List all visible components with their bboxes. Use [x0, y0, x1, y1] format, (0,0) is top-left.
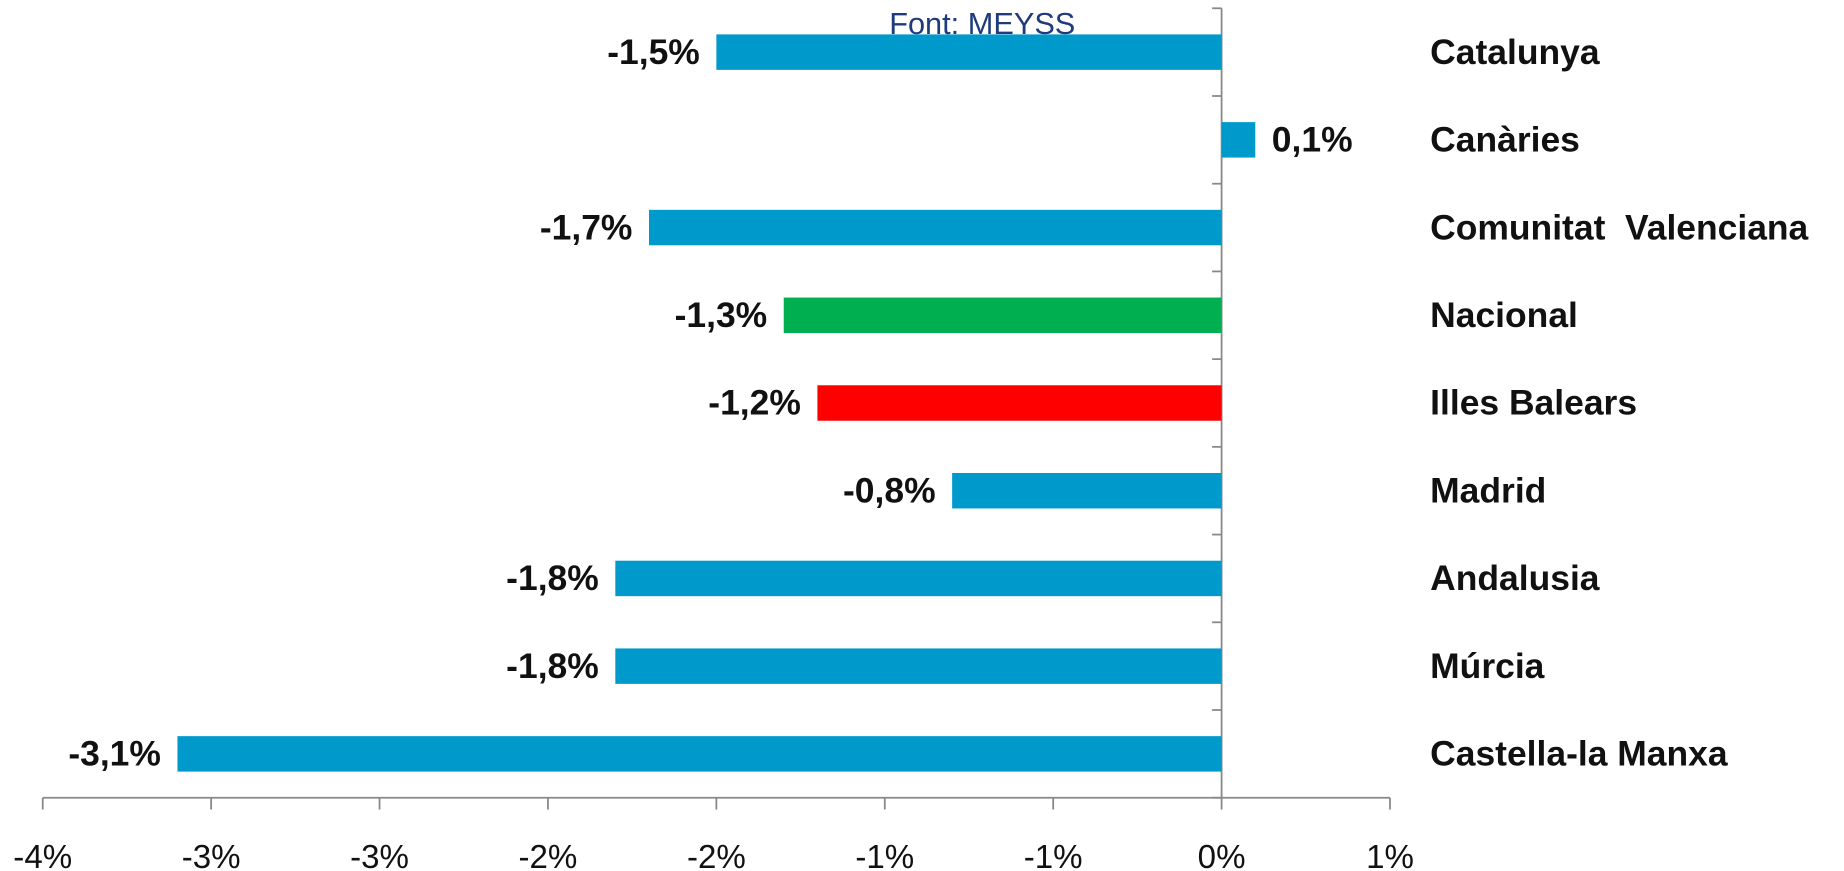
bar	[783, 297, 1222, 334]
value-label: -1,2%	[708, 383, 801, 423]
category-label: Andalusia	[1430, 558, 1600, 598]
bar	[1221, 122, 1256, 158]
x-tick-label: -2%	[687, 839, 746, 871]
category-label: Nacional	[1430, 295, 1578, 335]
x-tick-label: -4%	[13, 839, 72, 871]
category-label: Madrid	[1430, 470, 1546, 510]
value-label: -1,8%	[506, 558, 599, 598]
x-tick-label: -1%	[1024, 839, 1083, 871]
value-label: -1,3%	[675, 295, 768, 335]
bar	[615, 648, 1222, 684]
bar	[177, 736, 1222, 772]
value-label: -3,1%	[68, 734, 161, 774]
x-tick-label: -1%	[855, 839, 914, 871]
value-label: -1,5%	[607, 32, 700, 72]
category-label: Canàries	[1430, 120, 1580, 160]
category-label: Illes Balears	[1430, 383, 1637, 423]
value-label: -1,7%	[540, 207, 633, 247]
x-tick-label: -2%	[519, 839, 578, 871]
bar	[716, 34, 1222, 70]
value-label: -1,8%	[506, 646, 599, 686]
x-tick-label: 0%	[1198, 839, 1246, 871]
bar	[615, 560, 1222, 597]
value-label: 0,1%	[1272, 120, 1353, 160]
value-label: -0,8%	[843, 470, 936, 510]
category-label: Múrcia	[1430, 646, 1545, 686]
x-tick-label: -3%	[182, 839, 241, 871]
category-label: Castella-la Manxa	[1430, 734, 1728, 774]
bar	[649, 209, 1222, 246]
bar	[817, 385, 1222, 421]
x-tick-label: -3%	[350, 839, 409, 871]
bar	[952, 472, 1222, 509]
category-label: Catalunya	[1430, 32, 1600, 72]
category-label: Comunitat Valenciana	[1430, 207, 1808, 247]
x-tick-label: 1%	[1366, 839, 1414, 871]
